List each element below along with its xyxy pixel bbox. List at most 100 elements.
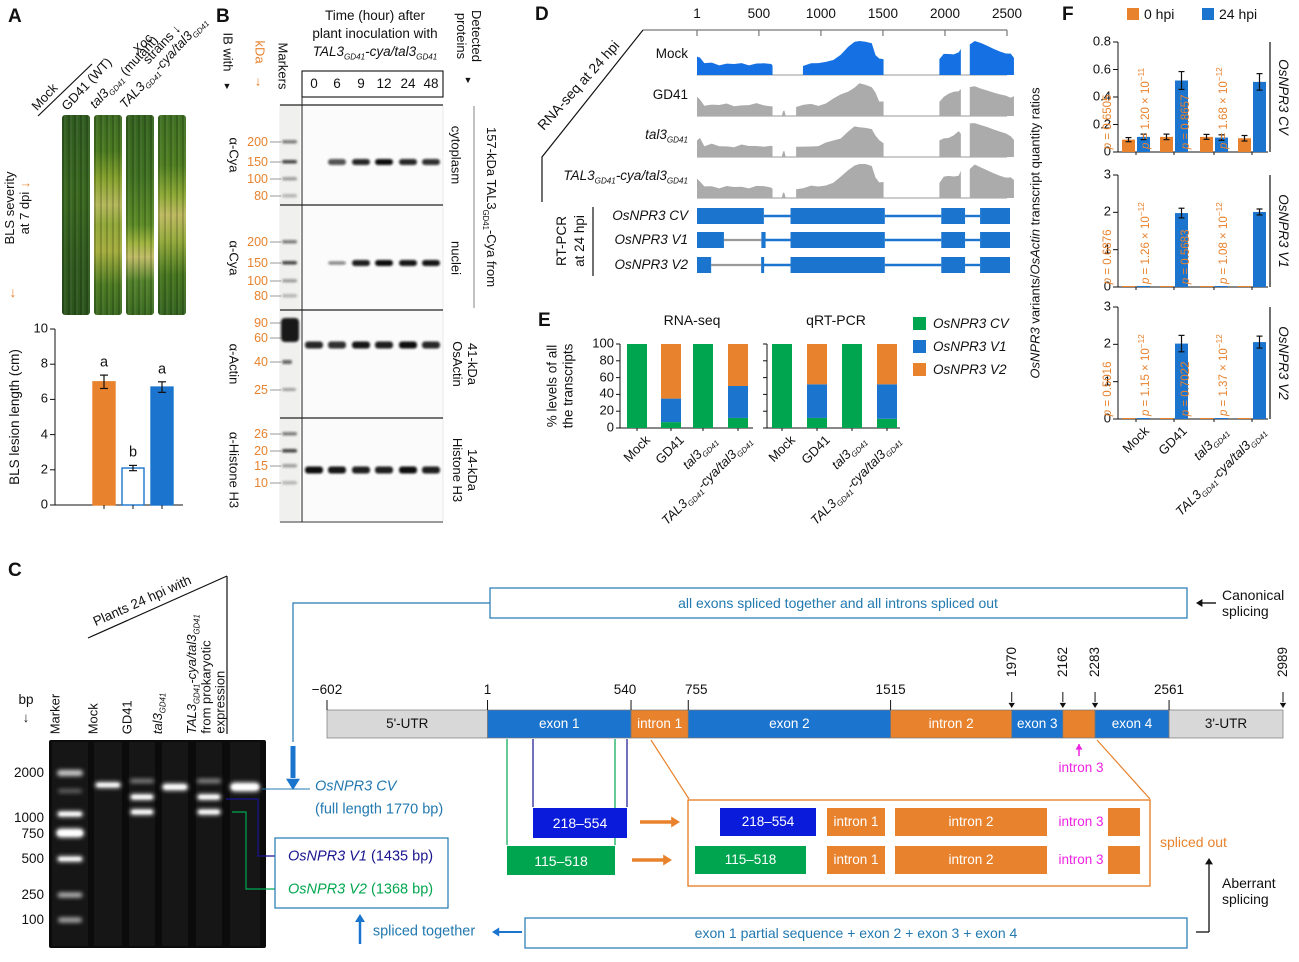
f-ytick: 3 [1103, 166, 1111, 182]
f-bar-F-v1-2-0 [1200, 286, 1213, 287]
kda-tick-80: 80 [254, 188, 268, 203]
blot-right-label-0: cytoplasm [448, 125, 464, 185]
e-bar-E-rnaseq-3-OsNPR3 V2 [728, 344, 748, 386]
panel-c-letter: C [8, 560, 22, 581]
wb-band-r2-l3 [375, 341, 393, 349]
markers-label: Markers [275, 42, 291, 90]
row-intron2-0: intron 2 [948, 814, 994, 830]
rtpcr-label: RT-PCR [554, 215, 570, 267]
bp-arrow: ↓ [22, 710, 30, 726]
transcript-box [941, 208, 966, 224]
e-title-rnaseq: RNA-seq [663, 311, 721, 328]
spliced-frag-0 [720, 808, 816, 836]
f-legend-24hpi: 24 hpi [1219, 5, 1258, 22]
panel-a-letter: A [8, 6, 22, 27]
gene-coord-1515: 1515 [875, 682, 906, 698]
gene-seg-exon 4 [1094, 709, 1170, 739]
transcript-box [761, 232, 766, 248]
antibody-label-2: α-Actin [226, 343, 242, 385]
gene-seg-intron 1 [630, 709, 689, 739]
coverage-3 [939, 170, 961, 198]
coverage-0 [939, 49, 961, 75]
e-bar-E-rnaseq-1-OsNPR3 V1 [661, 398, 681, 423]
f-bar-F-cv-0-0 [1122, 139, 1135, 152]
spliced-frag-label-1: 115–518 [724, 852, 777, 868]
e-legend-swatch-2 [913, 363, 926, 376]
row-intron3-0: intron 3 [1058, 814, 1104, 830]
kda-tick-150: 150 [247, 154, 268, 169]
rtpcr-24hpi-label: at 24 hpi [572, 215, 588, 267]
a-sig-letter: a [99, 354, 109, 371]
gene-seg-label: 5'-UTR [386, 716, 429, 732]
f-pvalue-2-1: p = 1.15 × 10−12 [1136, 334, 1152, 416]
a-ytick: 8 [40, 355, 48, 371]
f-ytick: 0.6 [1092, 61, 1111, 77]
panel-e-graphics [616, 317, 926, 431]
f-ytick: 0 [1103, 143, 1111, 159]
kda-tick-26: 26 [254, 426, 268, 441]
time-label-9: 9 [357, 76, 365, 92]
gene-seg-label: 3'-UTR [1204, 716, 1248, 732]
d-scale-1000: 1000 [805, 6, 836, 22]
wb-band-r3-l0 [305, 466, 323, 474]
f-bar-F-v2-3-1 [1253, 342, 1266, 419]
e-ytick: 0 [606, 419, 614, 435]
panel-e-letter: E [538, 310, 551, 331]
gel-band [197, 779, 221, 783]
f-pvalue-1-1: p = 1.26 × 10−12 [1136, 202, 1152, 284]
aberrant-splicing-label: Aberrant splicing [1222, 874, 1276, 907]
antibody-label-1: α-Cya [226, 240, 242, 276]
f-ytick: 0.4 [1092, 88, 1111, 104]
wb-band-r3-l4 [399, 466, 417, 474]
blot-right-label-2: 41-kDa OsActin [450, 341, 480, 387]
time-label-0: 0 [310, 76, 318, 92]
f-ytick: 2 [1103, 203, 1111, 219]
transcript-box [790, 257, 885, 273]
ladder-2000: 2000 [13, 765, 44, 781]
gel-lane-label-3: tal3GD41 [149, 692, 168, 734]
coverage-3 [796, 164, 884, 198]
coverage-0 [802, 41, 884, 75]
e-bar-E-qrtpcr-1-OsNPR3 CV [807, 417, 827, 428]
panel-b-graphics [270, 70, 475, 523]
coverage-0 [697, 56, 773, 75]
osnpr3-cv-label: OsNPR3 CV [315, 778, 397, 795]
e-ytick: 60 [599, 369, 614, 385]
d-scale-2000: 2000 [929, 6, 960, 22]
f-pvalue-2-2: p = 0.7022 [1179, 361, 1192, 416]
leaf-image-gd41 [94, 115, 122, 315]
row-intron2-1: intron 2 [948, 852, 994, 868]
time-label-6: 6 [333, 76, 341, 92]
e-ylabel: % levels of all the transcripts [544, 343, 575, 429]
f-ytick: 2 [1103, 335, 1111, 351]
panel-d-graphics [541, 29, 1014, 276]
f-pvalue-0-3: p = 1.68 × 10−12 [1214, 67, 1230, 149]
e-bar-E-rnaseq-1-OsNPR3 CV [661, 422, 681, 428]
b-title-line1: Time (hour) after [324, 8, 426, 24]
gene-coord-−602: −602 [311, 682, 343, 698]
f-bar-F-v2-3-0 [1238, 418, 1251, 419]
f-bar-F-v2-2-1 [1215, 418, 1228, 419]
f-ytick: 1 [1103, 241, 1111, 257]
e-ytick: 40 [599, 385, 614, 401]
f-bar-F-cv-2-0 [1200, 136, 1213, 152]
e-bar-E-qrtpcr-3-OsNPR3 V2 [877, 344, 897, 385]
track-label-1: GD41 [652, 87, 688, 103]
gene-seg-exon 1 [487, 709, 632, 739]
ladder-500: 500 [21, 851, 44, 867]
detected-proteins-label: Detected proteins [454, 9, 484, 63]
track-label-3: TAL3GD41-cya/tal3GD41 [563, 168, 688, 186]
panel-a-graphics [37, 63, 183, 509]
kda-tick-20: 20 [254, 443, 268, 458]
row-intron1-1: intron 1 [833, 852, 879, 868]
ladder-250: 250 [21, 887, 44, 903]
wb-band-r0-l2 [352, 159, 370, 165]
gene-seg-5'-UTR [326, 709, 488, 739]
wb-band-r1-l1 [328, 261, 346, 265]
wb-band-r1-l2 [352, 260, 370, 266]
e-legend-swatch-0 [913, 317, 926, 330]
f-bar-F-v1-1-0 [1160, 286, 1173, 287]
spliced-frag-label-0: 218–554 [741, 814, 795, 830]
f-bar-F-v2-1-0 [1160, 418, 1173, 419]
